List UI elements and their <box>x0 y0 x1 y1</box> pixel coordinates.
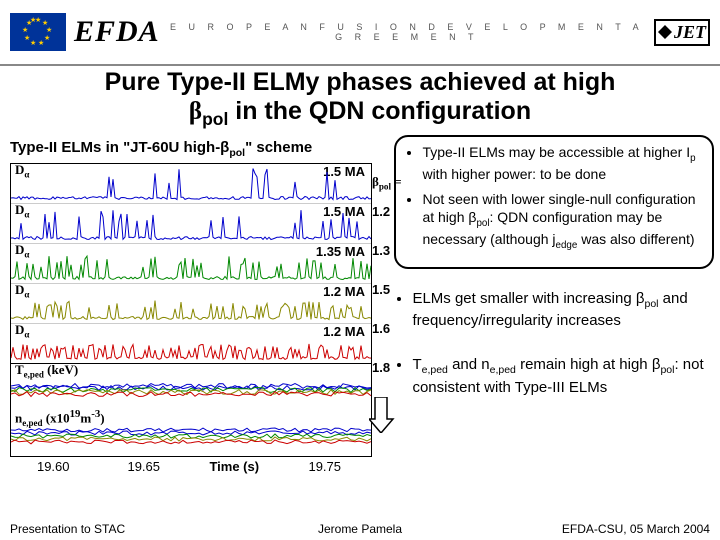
efda-tagline: E U R O P E A N F U S I O N D E V E L O … <box>166 22 648 42</box>
footer-left: Presentation to STAC <box>10 522 243 536</box>
beta-column: βpol = 1.21.31.51.61.8 <box>372 175 402 387</box>
trace-panel-0: Dα1.5 MA <box>11 164 371 204</box>
trace-panel-3: Dα1.2 MA <box>11 284 371 324</box>
trace-panel-4: Dα1.2 MA <box>11 324 371 363</box>
chart-subtitle: Type-II ELMs in "JT-60U high-βpol" schem… <box>10 139 380 159</box>
footer: Presentation to STAC Jerome Pamela EFDA-… <box>10 522 710 536</box>
footer-right: EFDA-CSU, 05 March 2004 <box>477 522 710 536</box>
beta-arrow-icon <box>369 397 399 438</box>
x-axis: 19.60 19.65 Time (s) 19.75 <box>8 457 370 474</box>
bullet-list: ELMs get smaller with increasing βpol an… <box>394 289 714 397</box>
info-box: Type-II ELMs may be accessible at higher… <box>394 135 714 269</box>
header-bar: ★★ ★★ ★★ ★★ ★★ EFDA E U R O P E A N F U … <box>0 0 720 60</box>
footer-center: Jerome Pamela <box>243 522 476 536</box>
header-divider <box>0 64 720 66</box>
trace-plots: Dα1.5 MADα1.5 MADα1.35 MADα1.2 MADα1.2 M… <box>10 163 372 457</box>
jet-icon <box>658 25 672 39</box>
slide-title: Pure Type-II ELMy phases achieved at hig… <box>0 68 720 129</box>
jet-logo: JET <box>654 19 710 46</box>
efda-logo: EFDA <box>74 15 160 49</box>
trace-panel-1: Dα1.5 MA <box>11 204 371 244</box>
eu-flag-icon: ★★ ★★ ★★ ★★ ★★ <box>10 13 66 51</box>
trace-panel-2: Dα1.35 MA <box>11 244 371 284</box>
